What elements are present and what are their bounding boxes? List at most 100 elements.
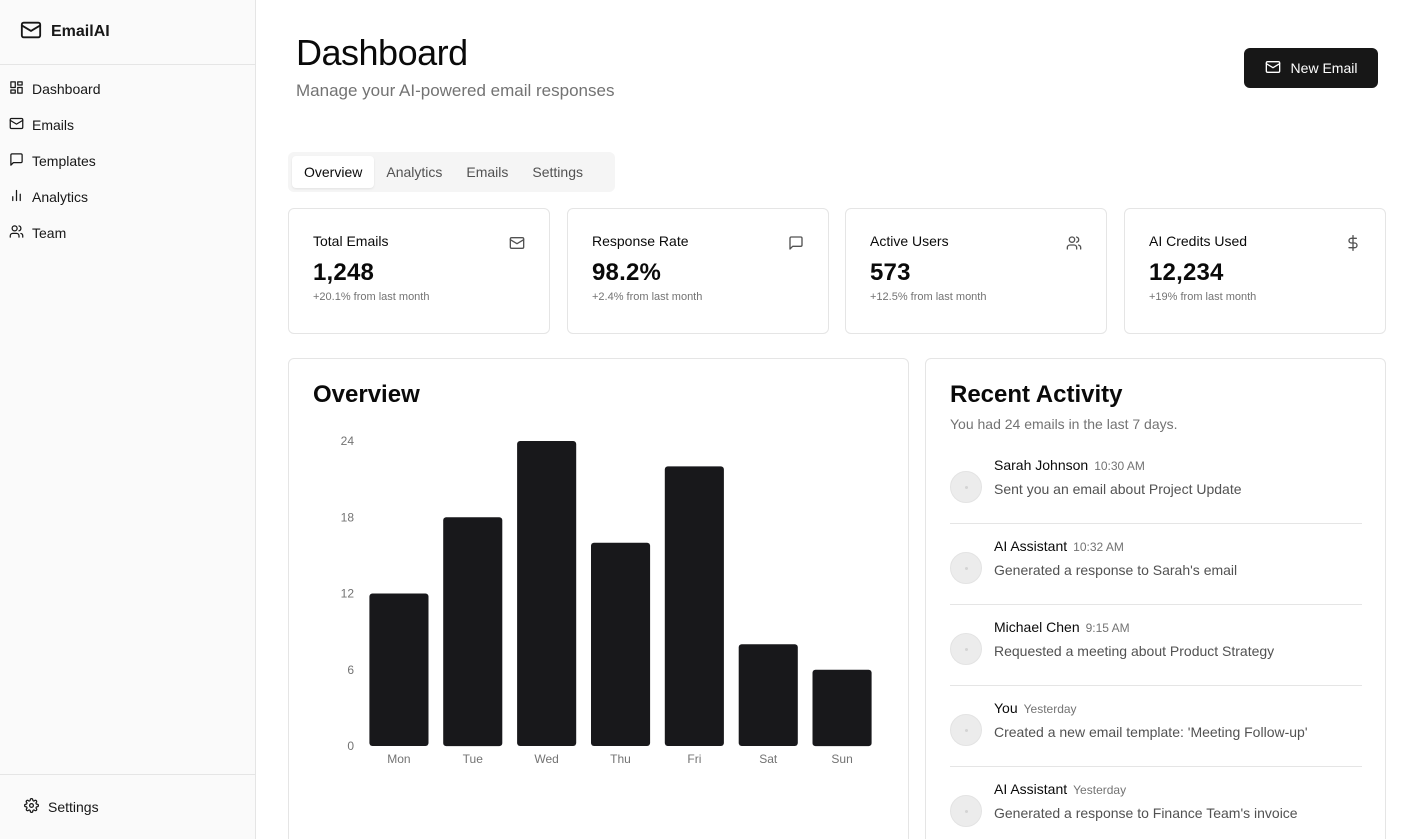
users-icon — [1066, 235, 1082, 251]
page-title: Dashboard — [296, 32, 468, 73]
tab-emails[interactable]: Emails — [466, 164, 509, 180]
message-square-icon — [788, 235, 804, 251]
stat-change: +2.4% from last month — [592, 291, 703, 303]
avatar — [950, 552, 982, 584]
tab-analytics[interactable]: Analytics — [386, 164, 443, 180]
sidebar-item-analytics[interactable]: Analytics — [0, 179, 255, 215]
overview-card: Overview 0 6 12 18 24 Mon Tue Wed Thu Fri Sat Sun — [288, 358, 909, 839]
layout-grid-icon — [9, 80, 24, 98]
bar-fri[interactable] — [664, 466, 724, 746]
avatar — [950, 471, 982, 503]
avatar — [950, 795, 982, 827]
message-square-icon — [9, 152, 24, 170]
sidebar-item-label: Dashboard — [32, 81, 101, 97]
y-tick-label: 24 — [341, 434, 355, 448]
activity-name: AI Assistant — [994, 781, 1068, 797]
activity-time: 10:30 AM — [1094, 459, 1145, 473]
stat-label: AI Credits Used — [1149, 233, 1248, 249]
sidebar-item-team[interactable]: Team — [0, 215, 255, 251]
stat-card-total-emails: Total Emails 1,248 +20.1% from last mont… — [288, 208, 550, 334]
stat-card-active-users: Active Users 573 +12.5% from last month — [845, 208, 1107, 334]
activity-time: Yesterday — [1073, 783, 1127, 797]
tab-list: Overview Analytics Emails Settings — [288, 152, 615, 192]
activity-item[interactable]: Sarah Johnson 10:30 AM Sent you an email … — [950, 443, 1362, 524]
activity-description: Requested a meeting about Product Strate… — [994, 643, 1275, 659]
mail-icon — [20, 19, 42, 46]
sidebar: EmailAI Dashboard Emails Templates Analy… — [0, 0, 256, 839]
recent-activity-card: Recent Activity You had 24 emails in the… — [925, 358, 1386, 839]
stat-change: +20.1% from last month — [313, 291, 430, 303]
activity-item[interactable]: Michael Chen 9:15 AM Requested a meeting … — [950, 605, 1362, 686]
tab-overview[interactable]: Overview — [292, 156, 375, 188]
sidebar-settings-label: Settings — [48, 799, 99, 815]
bar-thu[interactable] — [591, 542, 651, 746]
stat-value: 98.2% — [592, 259, 662, 286]
stat-label: Total Emails — [313, 233, 389, 249]
sidebar-settings[interactable]: Settings — [0, 774, 255, 839]
activity-name: You — [994, 700, 1018, 716]
bar-wed[interactable] — [517, 441, 577, 746]
x-tick-label: Sun — [831, 752, 852, 766]
sidebar-item-label: Emails — [32, 117, 75, 133]
activity-time: 9:15 AM — [1085, 621, 1130, 635]
activity-description: Sent you an email about Project Update — [994, 481, 1242, 497]
tab-settings[interactable]: Settings — [532, 164, 583, 180]
activity-name: AI Assistant — [994, 538, 1068, 554]
activity-item[interactable]: AI Assistant Yesterday Generated a respon… — [950, 767, 1362, 839]
sidebar-item-label: Analytics — [32, 189, 89, 205]
activity-name: Michael Chen — [994, 619, 1080, 635]
x-tick-label: Sat — [759, 752, 778, 766]
overview-bar-chart: 0 6 12 18 24 Mon Tue Wed Thu Fri Sat Sun — [341, 434, 872, 766]
users-icon — [9, 224, 24, 242]
new-email-button[interactable]: New Email — [1244, 48, 1378, 88]
activity-description: Created a new email template: 'Meeting F… — [994, 724, 1308, 740]
stat-value: 573 — [870, 259, 911, 286]
x-tick-label: Mon — [387, 752, 410, 766]
sidebar-item-emails[interactable]: Emails — [0, 107, 255, 143]
sidebar-nav: Dashboard Emails Templates Analytics Tea… — [0, 65, 255, 251]
dollar-icon — [1345, 235, 1361, 251]
bar-sat[interactable] — [738, 644, 798, 746]
stat-change: +12.5% from last month — [870, 291, 987, 303]
activity-description: Generated a response to Finance Team's i… — [994, 805, 1298, 821]
gear-icon — [24, 798, 39, 816]
recent-activity-title: Recent Activity — [950, 381, 1123, 408]
x-tick-label: Tue — [463, 752, 484, 766]
avatar — [950, 633, 982, 665]
activity-time: 10:32 AM — [1073, 540, 1124, 554]
main-content: Dashboard Manage your AI-powered email r… — [256, 0, 1418, 839]
stat-card-response-rate: Response Rate 98.2% +2.4% from last mont… — [567, 208, 829, 334]
bar-sun[interactable] — [812, 669, 872, 747]
bar-chart-icon — [9, 188, 24, 206]
activity-item[interactable]: AI Assistant 10:32 AM Generated a respons… — [950, 524, 1362, 605]
activity-item[interactable]: You Yesterday Created a new email templat… — [950, 686, 1362, 767]
activity-list: Sarah Johnson 10:30 AM Sent you an email … — [950, 443, 1362, 839]
y-tick-label: 18 — [341, 510, 355, 524]
stat-label: Active Users — [870, 233, 949, 249]
y-tick-label: 12 — [341, 587, 355, 601]
y-tick-label: 6 — [347, 663, 354, 677]
avatar — [950, 714, 982, 746]
activity-description: Generated a response to Sarah's email — [994, 562, 1238, 578]
stat-card-ai-credits: AI Credits Used 12,234 +19% from last mo… — [1124, 208, 1386, 334]
y-tick-label: 0 — [347, 739, 354, 753]
stat-change: +19% from last month — [1149, 291, 1257, 303]
mail-icon — [1265, 59, 1281, 78]
sidebar-item-label: Team — [32, 225, 67, 241]
sidebar-item-templates[interactable]: Templates — [0, 143, 255, 179]
sidebar-item-dashboard[interactable]: Dashboard — [0, 71, 255, 107]
bar-tue[interactable] — [443, 517, 503, 747]
stat-value: 12,234 — [1149, 259, 1224, 286]
stat-label: Response Rate — [592, 233, 689, 249]
stat-value: 1,248 — [313, 259, 375, 286]
activity-name: Sarah Johnson — [994, 457, 1089, 473]
x-tick-label: Fri — [687, 752, 701, 766]
brand[interactable]: EmailAI — [0, 0, 255, 65]
x-tick-label: Thu — [610, 752, 631, 766]
recent-activity-subtitle: You had 24 emails in the last 7 days. — [950, 416, 1178, 432]
overview-title: Overview — [313, 381, 420, 408]
new-email-label: New Email — [1290, 60, 1358, 76]
brand-name: EmailAI — [51, 23, 110, 40]
bar-mon[interactable] — [369, 593, 429, 747]
page-subtitle: Manage your AI-powered email responses — [296, 81, 615, 100]
